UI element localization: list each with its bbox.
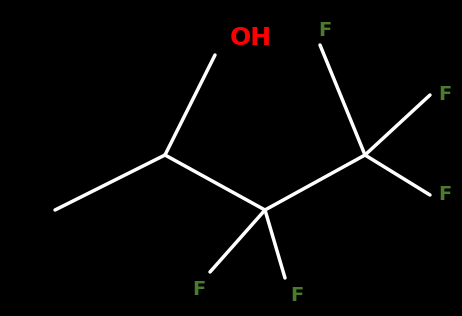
- Text: F: F: [438, 86, 451, 105]
- Text: F: F: [192, 280, 205, 299]
- Text: F: F: [438, 185, 451, 204]
- Text: F: F: [318, 21, 332, 40]
- Text: F: F: [290, 286, 303, 305]
- Text: OH: OH: [230, 26, 272, 50]
